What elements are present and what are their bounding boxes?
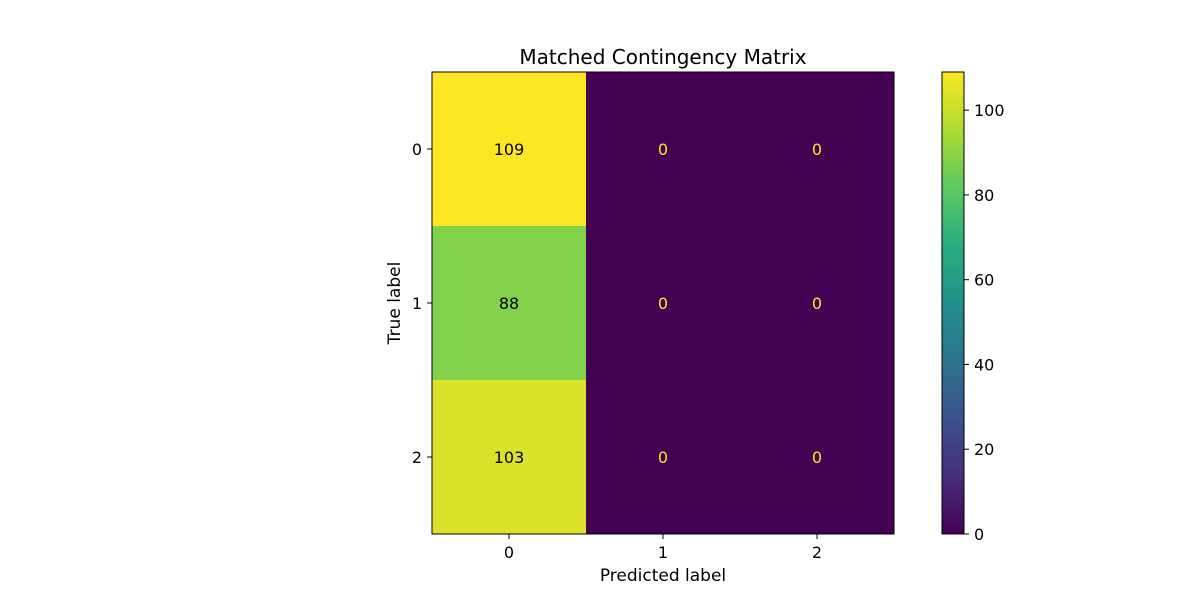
heatmap-cell-2-2 bbox=[740, 380, 895, 535]
x-axis-ticks: 0 1 2 bbox=[504, 534, 822, 562]
heatmap-cell-2-0 bbox=[432, 380, 587, 535]
cell-value-label: 103 bbox=[494, 448, 525, 467]
colorbar-tick-label: 0 bbox=[974, 525, 984, 544]
colorbar-tick-label: 100 bbox=[974, 101, 1005, 120]
cell-value-labels: 109 0 0 88 0 0 103 0 0 bbox=[494, 140, 822, 467]
y-axis-label: True label bbox=[385, 262, 405, 346]
cell-value-label: 0 bbox=[812, 448, 822, 467]
colorbar-tick-label: 80 bbox=[974, 186, 994, 205]
heatmap-cell-0-2 bbox=[740, 72, 895, 227]
x-tick-label: 1 bbox=[658, 543, 668, 562]
cell-value-label: 0 bbox=[812, 140, 822, 159]
colorbar-tick-label: 40 bbox=[974, 355, 994, 374]
y-axis-ticks: 0 1 2 bbox=[412, 140, 432, 467]
y-tick-label: 2 bbox=[412, 448, 422, 467]
cell-value-label: 0 bbox=[658, 140, 668, 159]
colorbar-tick-label: 60 bbox=[974, 271, 994, 290]
heatmap-cells bbox=[432, 72, 895, 535]
y-tick-label: 0 bbox=[412, 140, 422, 159]
heatmap-cell-1-0 bbox=[432, 226, 587, 381]
colorbar bbox=[941, 71, 965, 535]
cell-value-label: 0 bbox=[658, 294, 668, 313]
heatmap-cell-1-2 bbox=[740, 226, 895, 381]
heatmap-cell-2-1 bbox=[586, 380, 741, 535]
chart-title: Matched Contingency Matrix bbox=[519, 45, 806, 69]
cell-value-label: 0 bbox=[812, 294, 822, 313]
heatmap-cell-0-0 bbox=[432, 72, 587, 227]
cell-value-label: 88 bbox=[499, 294, 519, 313]
y-tick-label: 1 bbox=[412, 294, 422, 313]
colorbar-ticks: 0 20 40 60 80 100 bbox=[964, 101, 1005, 544]
x-tick-label: 2 bbox=[812, 543, 822, 562]
x-tick-label: 0 bbox=[504, 543, 514, 562]
cell-value-label: 109 bbox=[494, 140, 525, 159]
heatmap-cell-0-1 bbox=[586, 72, 741, 227]
x-axis-label: Predicted label bbox=[600, 566, 726, 586]
colorbar-tick-label: 20 bbox=[974, 440, 994, 459]
cell-value-label: 0 bbox=[658, 448, 668, 467]
heatmap-cell-1-1 bbox=[586, 226, 741, 381]
